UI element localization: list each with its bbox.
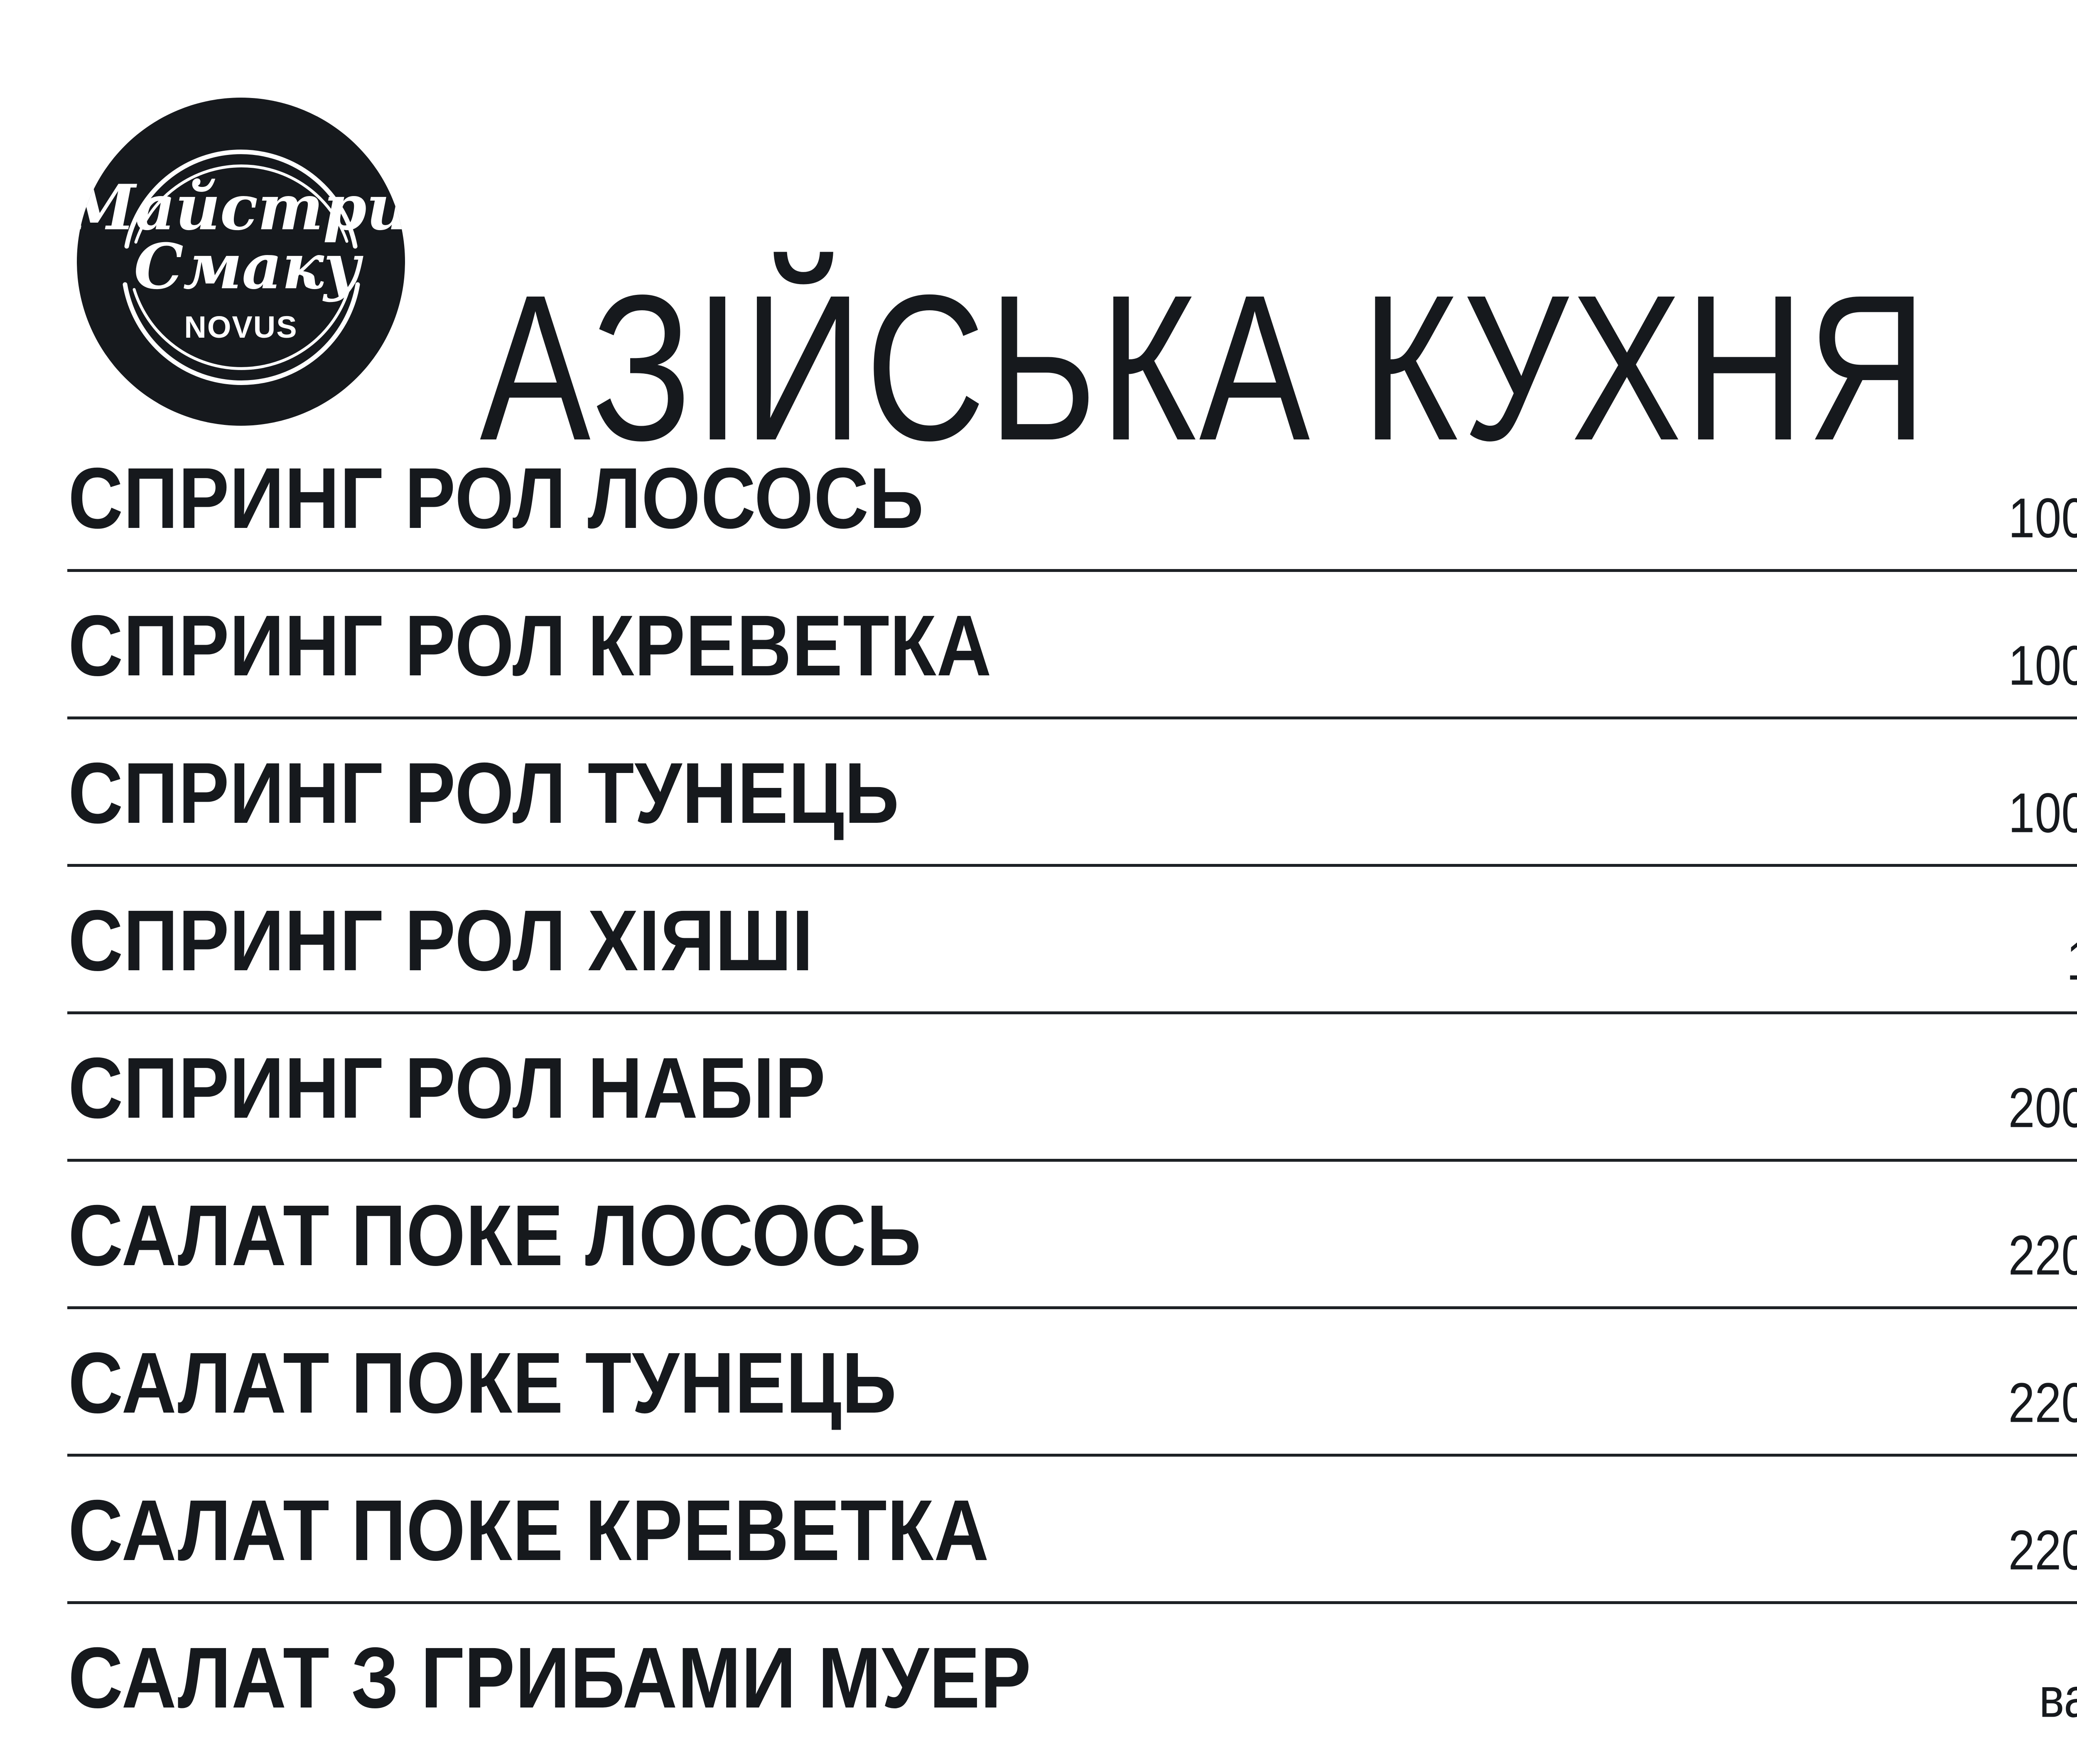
menu-item-name: САЛАТ ПОКЕ ЛОСОСЬ (68, 1187, 922, 1284)
menu-item-name: СПРИНГ РОЛ НАБІР (68, 1040, 826, 1136)
menu-item-price-block: 100г 159 грн (2000, 593, 2077, 699)
menu-item-name: СПРИНГ РОЛ КРЕВЕТКА (68, 597, 992, 694)
menu-item-weight: ваг (2039, 1666, 2077, 1729)
menu-item-name: СПРИНГ РОЛ ХІЯШІ (68, 892, 814, 989)
menu-item-row[interactable]: СПРИНГ РОЛ ЛОСОСЬ 100г 149 грн (0, 424, 2077, 572)
menu-item-name: СПРИНГ РОЛ ЛОСОСЬ (68, 450, 924, 547)
menu-item-row[interactable]: СПРИНГ РОЛ НАБІР 200г 229 грн (0, 1014, 2077, 1162)
menu-item-row[interactable]: САЛАТ ПОКЕ ТУНЕЦЬ 220г 229 грн (0, 1309, 2077, 1457)
row-divider (67, 1601, 2077, 1604)
menu-item-row[interactable]: СПРИНГ РОЛ ХІЯШІ 100г 79 грн (0, 867, 2077, 1014)
menu-item-row[interactable]: СПРИНГ РОЛ КРЕВЕТКА 100г 159 грн (0, 572, 2077, 719)
menu-item-weight: 100г (2008, 781, 2077, 844)
menu-item-weight: 100г (2008, 634, 2077, 697)
menu-item-weight: 100г (2066, 932, 2077, 988)
menu-item-price-block: 200г 229 грн (2000, 1035, 2077, 1141)
menu-item-weight: 220г (2008, 1224, 2077, 1286)
menu-item-price-block: 100г 79 грн (2058, 888, 2077, 994)
menu-item-name: САЛАТ ПОКЕ КРЕВЕТКА (68, 1482, 989, 1579)
poster-header: Майстри Смаку NOVUS АЗІЙСЬКА КУХНЯ (0, 0, 2077, 471)
page-title: АЗІЙСЬКА КУХНЯ (480, 251, 1930, 483)
logo-wordmark: Майстри Смаку (77, 171, 405, 303)
logo-wordmark-line-1: Майстри (77, 171, 405, 244)
menu-item-price-block: 220г 249 грн (2000, 1477, 2077, 1583)
row-divider (67, 569, 2077, 572)
menu-item-price-block: 220г 229 грн (2000, 1183, 2077, 1288)
logo-subtitle: NOVUS (184, 309, 298, 344)
menu-item-weight: 220г (2008, 1371, 2077, 1434)
row-divider (67, 1159, 2077, 1162)
menu-item-price-block: ваг 399 грн (2033, 1625, 2077, 1731)
row-divider (67, 716, 2077, 719)
menu-item-row[interactable]: СПРИНГ РОЛ ТУНЕЦЬ 100г 129 грн (0, 719, 2077, 867)
menu-list: СПРИНГ РОЛ ЛОСОСЬ 100г 149 грн СПРИНГ РО… (0, 424, 2077, 1752)
menu-item-price-block: 220г 229 грн (2000, 1330, 2077, 1436)
brand-logo: Майстри Смаку NOVUS (77, 98, 405, 426)
menu-item-weight: 220г (2008, 1519, 2077, 1581)
menu-item-name: САЛАТ З ГРИБАМИ МУЕР (68, 1629, 1031, 1726)
menu-item-name: СПРИНГ РОЛ ТУНЕЦЬ (68, 745, 900, 842)
menu-item-row[interactable]: САЛАТ ПОКЕ КРЕВЕТКА 220г 249 грн (0, 1457, 2077, 1604)
row-divider (67, 864, 2077, 867)
menu-item-weight: 100г (2008, 486, 2077, 549)
row-divider (67, 1011, 2077, 1014)
menu-item-row[interactable]: САЛАТ З ГРИБАМИ МУЕР ваг 399 грн (0, 1604, 2077, 1752)
menu-item-row[interactable]: САЛАТ ПОКЕ ЛОСОСЬ 220г 229 грн (0, 1162, 2077, 1309)
row-divider (67, 1306, 2077, 1309)
logo-wordmark-line-2: Смаку (134, 230, 361, 303)
menu-item-name: САЛАТ ПОКЕ ТУНЕЦЬ (68, 1335, 897, 1431)
row-divider (67, 1454, 2077, 1457)
menu-item-weight: 200г (2008, 1076, 2077, 1139)
menu-item-price-block: 100г 149 грн (2000, 445, 2077, 551)
menu-item-price-block: 100г 129 грн (2000, 740, 2077, 846)
